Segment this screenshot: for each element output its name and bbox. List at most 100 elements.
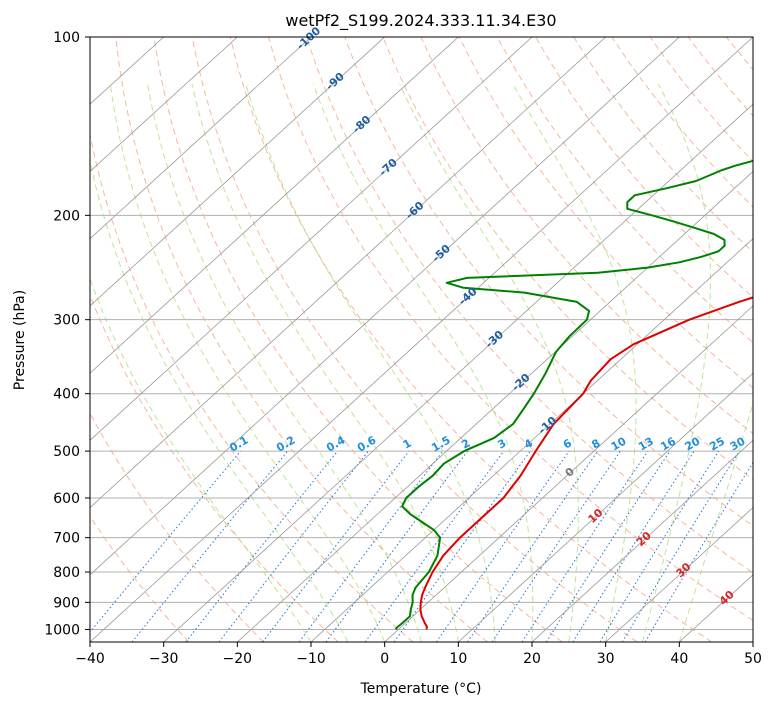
isotherm-line <box>531 439 753 642</box>
x-tick-label: 20 <box>523 651 541 667</box>
y-tick-label: 200 <box>53 208 80 224</box>
gridlines <box>90 37 753 630</box>
x-axis-title: Temperature (°C) <box>360 681 482 697</box>
isotherm-line <box>90 37 533 441</box>
mixing-ratio-label: 8 <box>589 437 602 452</box>
skewed-isotherms <box>90 37 753 642</box>
isotherm-line <box>237 170 753 642</box>
dry-adiabat-line <box>382 37 753 481</box>
dry-adiabat-line <box>344 37 753 527</box>
x-tick-label: −20 <box>223 651 253 667</box>
isotherm-line <box>90 37 459 374</box>
dry-adiabat-line <box>229 37 712 642</box>
profile-series <box>394 159 753 631</box>
dry-adiabat-line <box>268 37 753 622</box>
x-tick-label: 50 <box>744 651 762 667</box>
moist-adiabat-line <box>512 83 637 642</box>
mixing-ratio-line <box>325 450 468 642</box>
dry-adiabat-line <box>90 515 190 642</box>
mixing-ratio-label: 3 <box>495 437 508 452</box>
y-tick-label: 300 <box>53 313 80 329</box>
moist-adiabat-line <box>642 83 711 642</box>
axes: −40 −30 −20 −10 0 10 20 30 40 50 100 200 300 400 500 60… <box>44 30 762 667</box>
isotherm-line <box>90 37 606 509</box>
x-tick-label: 0 <box>380 651 389 667</box>
dry-adiabat-line <box>687 37 753 117</box>
moist-adiabats <box>90 83 753 642</box>
isotherm-line <box>90 37 238 172</box>
moist-adiabat-line <box>90 277 312 642</box>
x-tick-label: −30 <box>149 651 179 667</box>
mixing-ratio-line <box>545 450 671 642</box>
dry-adiabat-line <box>458 37 753 389</box>
mixing-ratio-label: 6 <box>561 436 574 451</box>
isotherm-line <box>90 37 385 307</box>
dry-adiabat-line <box>535 37 753 298</box>
dry-adiabat-line <box>496 37 753 344</box>
moist-adiabat-line <box>109 83 386 642</box>
dewpoint-profile-line <box>394 159 753 631</box>
x-tick-label: −10 <box>296 651 326 667</box>
y-tick-label: 900 <box>53 595 80 611</box>
isotherm-line <box>458 372 753 642</box>
dry-adiabats <box>90 37 775 642</box>
x-tick-label: 30 <box>597 651 615 667</box>
isotherm-line <box>384 305 753 642</box>
dry-adiabat-line <box>611 37 753 208</box>
dry-adiabat-line <box>153 37 563 642</box>
x-tick-label: −40 <box>75 651 105 667</box>
line-annotations: 0.1 0.2 0.4 0.6 1 1.5 2 3 4 6 8 10 13 16 20 25 30-100-90… <box>227 24 747 608</box>
y-tick-label: 700 <box>53 531 80 547</box>
dry-adiabat-line <box>726 37 753 71</box>
y-tick-label: 800 <box>53 565 80 581</box>
dry-adiabat-line <box>420 37 753 435</box>
moist-adiabat-line <box>90 158 349 642</box>
mixing-ratio-line <box>491 450 621 642</box>
y-tick-label: 100 <box>53 30 80 46</box>
mixing-ratio-line <box>218 450 369 642</box>
y-tick-label: 500 <box>53 444 80 460</box>
isotherm-line <box>90 37 680 576</box>
isotherm-line <box>90 37 312 240</box>
y-tick-label: 1000 <box>44 622 80 638</box>
mixing-ratio-line <box>90 450 242 633</box>
isotherm-line <box>605 507 753 642</box>
isotherm-line <box>163 103 753 642</box>
plot-frame <box>89 36 754 643</box>
moist-adiabat-line <box>399 83 579 642</box>
moist-adiabat-line <box>191 83 459 642</box>
dry-adiabat-line <box>90 412 264 642</box>
mixing-ratio-line <box>599 450 720 642</box>
dry-adiabat-line <box>765 37 775 642</box>
mixing-ratio-lines <box>90 450 753 642</box>
dry-adiabat-line <box>649 37 753 163</box>
x-tick-label: 40 <box>670 651 688 667</box>
dry-adiabat-line <box>90 131 414 642</box>
y-tick-label: 600 <box>53 491 80 507</box>
mixing-ratio-line <box>435 450 570 642</box>
dry-adiabat-line <box>573 37 753 253</box>
chart-title: wetPf2_S199.2024.333.11.34.E30 <box>285 11 556 31</box>
moist-adiabat-line <box>245 83 496 642</box>
mixing-ratio-line <box>467 450 599 642</box>
moist-adiabat-line <box>312 83 534 642</box>
moist-adiabat-line <box>678 401 753 642</box>
mixing-ratio-line <box>185 450 338 642</box>
mixing-ratio-line <box>521 450 649 642</box>
mixing-ratio-line <box>262 450 410 642</box>
isotherm-line <box>752 641 753 642</box>
y-tick-label: 400 <box>53 387 80 403</box>
moist-adiabat-line <box>147 83 422 642</box>
mixing-ratio-line <box>621 450 740 642</box>
isotherm-line <box>90 37 753 642</box>
temperature-profile-line <box>419 296 753 630</box>
dry-adiabat-line <box>306 37 753 574</box>
dry-adiabat-line <box>191 37 638 642</box>
mixing-ratio-line <box>364 450 505 642</box>
mixing-ratio-line <box>572 450 695 642</box>
mixing-ratio-label: 1 <box>401 437 414 452</box>
x-tick-label: 10 <box>449 651 467 667</box>
dry-adiabat-line <box>115 37 488 642</box>
mixing-ratio-line <box>131 450 288 642</box>
